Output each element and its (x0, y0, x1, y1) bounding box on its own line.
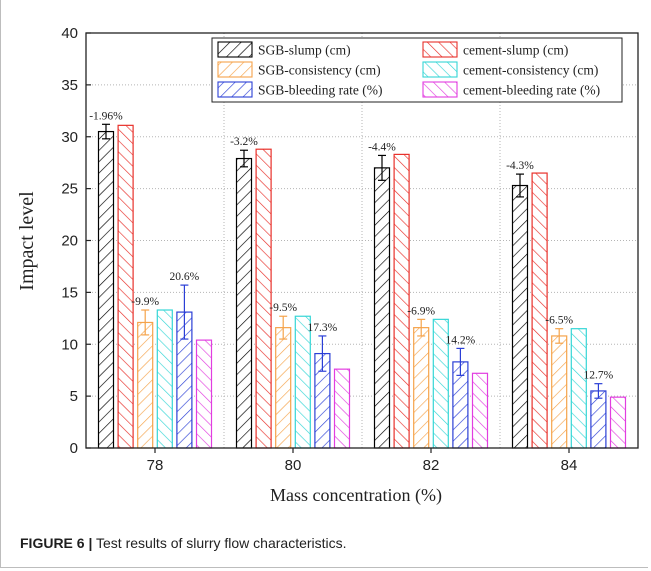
data-label-2-82: -6.9% (407, 305, 435, 317)
bar-2-82 (413, 327, 430, 449)
legend-label-1: cement-slump (cm) (463, 43, 568, 58)
x-tick-label: 84 (561, 457, 578, 474)
bar-0-84 (511, 184, 529, 449)
legend-label-2: SGB-consistency (cm) (258, 63, 381, 78)
legend-swatch-5 (422, 81, 458, 98)
y-tick-label: 30 (61, 129, 78, 146)
legend-label-4: SGB-bleeding rate (%) (258, 83, 382, 98)
data-label-0-84: -4.3% (506, 160, 534, 172)
y-tick-label: 5 (70, 388, 78, 405)
legend-swatch-2 (217, 61, 253, 78)
bar-2-84 (551, 335, 568, 449)
bar-3-80 (294, 315, 311, 449)
bar-1-78 (117, 124, 134, 449)
legend-swatch-1 (422, 41, 458, 58)
y-tick-label: 25 (61, 181, 78, 198)
x-tick-label: 80 (285, 457, 302, 474)
y-tick-label: 35 (61, 77, 78, 94)
x-axis-label: Mass concentration (%) (270, 485, 442, 506)
data-label-0-78: -1.96% (89, 110, 123, 122)
bar-chart: -1.96% -9.9% 20.6% -3.2% -9.5% 17.3% -4.4% -6.9… (16, 25, 639, 506)
data-label-0-82: -4.4% (368, 141, 396, 153)
bar-5-80 (333, 368, 351, 449)
y-tick-label: 40 (61, 25, 78, 42)
data-label-4-80: 17.3% (308, 322, 338, 334)
bar-1-80 (255, 148, 272, 449)
error-bars (102, 123, 603, 399)
data-label-4-84: 12.7% (584, 370, 614, 382)
data-label-0-80: -3.2% (230, 136, 258, 148)
bars (97, 124, 627, 449)
data-label-2-78: -9.9% (131, 296, 159, 308)
legend-label-5: cement-bleeding rate (%) (463, 83, 600, 98)
x-tick-label: 82 (423, 457, 440, 474)
bar-3-78 (156, 309, 173, 449)
y-tick-label: 10 (61, 336, 78, 353)
bar-5-78 (195, 339, 213, 449)
legend-swatch-3 (422, 61, 458, 78)
y-tick-label: 20 (61, 233, 78, 250)
bar-5-82 (471, 372, 489, 449)
bar-1-84 (531, 172, 548, 449)
legend-swatch-4 (217, 81, 253, 98)
legend-label-3: cement-consistency (cm) (463, 63, 598, 78)
data-label-2-80: -9.5% (269, 302, 297, 314)
bar-3-84 (570, 328, 587, 449)
bar-0-80 (235, 157, 253, 449)
figure-caption-text: Test results of slurry flow characterist… (96, 535, 347, 551)
bar-0-78 (97, 130, 115, 449)
bar-2-80 (275, 327, 292, 449)
data-label-2-84: -6.5% (545, 315, 573, 327)
data-label-4-82: 14.2% (446, 334, 476, 346)
legend-swatch-0 (217, 41, 253, 58)
legend-label-0: SGB-slump (cm) (258, 43, 351, 58)
figure-caption: FIGURE 6 | Test results of slurry flow c… (20, 535, 347, 551)
x-tick-label: 78 (147, 457, 164, 474)
axes: 0 5 10 15 20 25 30 35 40 78 80 82 84 (61, 25, 639, 474)
bar-1-82 (393, 153, 410, 449)
data-labels: -1.96% -9.9% 20.6% -3.2% -9.5% 17.3% -4.4% -6.9… (89, 110, 613, 381)
bar-5-84 (609, 396, 627, 449)
legend: SGB-slump (cm) cement-slump (cm) SGB-consi… (211, 37, 623, 103)
data-label-4-78: 20.6% (170, 271, 200, 283)
bar-4-84 (590, 390, 607, 449)
figure-label: FIGURE 6 | (20, 535, 93, 551)
y-tick-label: 15 (61, 284, 78, 301)
legend-box (211, 37, 623, 103)
y-tick-label: 0 (70, 440, 78, 457)
y-axis-label: Impact level (16, 191, 38, 291)
bar-0-82 (373, 167, 391, 449)
bar-2-78 (137, 321, 154, 449)
